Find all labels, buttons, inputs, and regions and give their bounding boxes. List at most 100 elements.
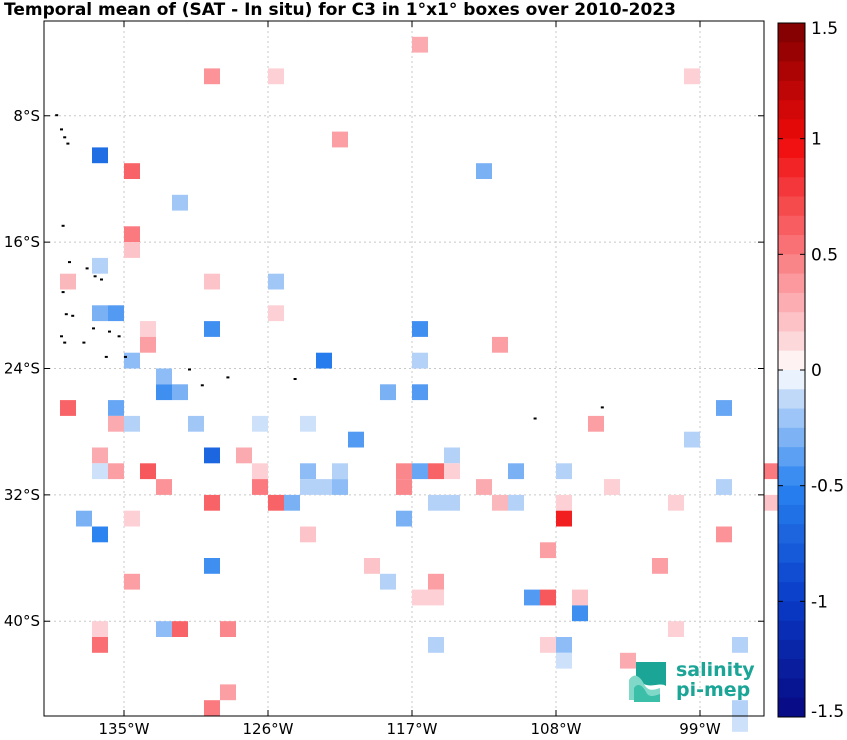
heatmap-cell bbox=[156, 384, 172, 401]
heatmap-cell bbox=[300, 479, 316, 495]
heatmap-cell bbox=[204, 447, 220, 464]
x-tick-label: 117°W bbox=[387, 720, 438, 738]
heatmap-cell bbox=[540, 637, 556, 653]
heatmap-cell bbox=[764, 494, 780, 511]
heatmap-cell bbox=[556, 637, 572, 653]
heatmap-cell bbox=[204, 273, 220, 290]
island-marker bbox=[71, 314, 75, 317]
heatmap-cell bbox=[412, 589, 428, 606]
island-marker bbox=[200, 384, 204, 387]
island-markers bbox=[55, 114, 604, 420]
heatmap-cell bbox=[92, 257, 108, 274]
colorbar-segment bbox=[778, 620, 805, 641]
colorbar-segment bbox=[778, 177, 805, 197]
heatmap-cell bbox=[444, 463, 460, 480]
heatmap-cell bbox=[716, 400, 732, 416]
colorbar-segment bbox=[778, 678, 805, 699]
island-marker bbox=[93, 275, 97, 278]
heatmap-cell bbox=[220, 684, 236, 701]
heatmap-cell bbox=[236, 447, 252, 464]
heatmap-cell bbox=[92, 637, 108, 653]
heatmap-cell bbox=[204, 321, 220, 337]
heatmap-cell bbox=[588, 415, 604, 432]
heatmap-cell bbox=[140, 336, 156, 353]
heatmap-cell bbox=[380, 573, 396, 590]
heatmap-cell bbox=[92, 621, 108, 637]
island-marker bbox=[108, 330, 111, 333]
heatmap-cell bbox=[764, 463, 780, 480]
island-marker bbox=[188, 368, 191, 371]
heatmap-cell bbox=[476, 163, 492, 179]
heatmap-cell bbox=[364, 558, 380, 574]
colorbar-segment bbox=[778, 215, 805, 236]
heatmap-cell bbox=[556, 494, 572, 511]
colorbar-tick-label: -1 bbox=[811, 592, 828, 612]
heatmap-cell bbox=[428, 637, 444, 653]
heatmap-cell bbox=[140, 321, 156, 337]
heatmap-cell bbox=[156, 479, 172, 495]
island-marker bbox=[61, 224, 65, 227]
colorbar-segment bbox=[778, 23, 805, 43]
colorbar-segment bbox=[778, 601, 805, 622]
y-tick-label: 8°S bbox=[13, 107, 40, 125]
heatmap-cell bbox=[316, 479, 332, 495]
colorbar-tick-label: 1.5 bbox=[811, 19, 838, 39]
colorbar-segment bbox=[778, 697, 805, 718]
heatmap-cell bbox=[300, 463, 316, 480]
colorbar-tick-label: 1 bbox=[811, 130, 822, 150]
heatmap-cell bbox=[124, 573, 140, 590]
x-tick-label: 108°W bbox=[531, 720, 582, 738]
heatmap-cell bbox=[492, 494, 508, 511]
colorbar-segment bbox=[778, 504, 805, 525]
colorbar-tick-label: 0.5 bbox=[811, 245, 838, 265]
heatmap-cell bbox=[428, 494, 444, 511]
heatmap-cell bbox=[444, 494, 460, 511]
colorbar-segment bbox=[778, 196, 805, 217]
heatmap-cell bbox=[60, 273, 76, 290]
heatmap-cell bbox=[412, 352, 428, 369]
heatmap-cell bbox=[508, 494, 524, 511]
y-tick-label: 16°S bbox=[4, 233, 40, 251]
colorbar-segment bbox=[778, 254, 805, 275]
heatmap-cell bbox=[556, 510, 572, 527]
heatmap-cell bbox=[732, 716, 748, 732]
island-marker bbox=[533, 417, 537, 420]
heatmap-cell bbox=[396, 510, 412, 527]
island-marker bbox=[293, 378, 297, 380]
chart-title: Temporal mean of (SAT - In situ) for C3 … bbox=[4, 0, 676, 20]
heatmap-cell bbox=[300, 415, 316, 432]
colorbar-segment bbox=[778, 408, 805, 429]
island-marker bbox=[92, 327, 95, 330]
y-tick-label: 32°S bbox=[4, 486, 40, 504]
heatmap-cell bbox=[540, 589, 556, 606]
colorbar: 1.5 1 0.5 0 -0.5 -1 -1.5 bbox=[777, 19, 844, 722]
island-marker bbox=[600, 406, 604, 409]
heatmap-cell bbox=[428, 463, 444, 480]
heatmap-cell bbox=[108, 415, 124, 432]
island-marker bbox=[60, 335, 63, 338]
heatmap-cell bbox=[92, 147, 108, 164]
island-marker bbox=[82, 341, 86, 344]
heatmap-cell bbox=[732, 700, 748, 716]
heatmap-cell bbox=[556, 463, 572, 480]
heatmap-cell bbox=[556, 652, 572, 669]
x-tick-label: 99°W bbox=[679, 720, 721, 738]
heatmap-cell bbox=[428, 573, 444, 590]
heatmap-cell bbox=[172, 384, 188, 401]
heatmap-cell bbox=[540, 542, 556, 559]
colorbar-segment bbox=[778, 235, 805, 255]
heatmap-cell bbox=[348, 431, 364, 448]
heatmap-cell bbox=[332, 479, 348, 495]
x-tick-label: 135°W bbox=[99, 720, 150, 738]
wave-logo-icon bbox=[629, 662, 666, 702]
heatmap-cell bbox=[684, 68, 700, 85]
heatmap-cell bbox=[412, 384, 428, 401]
island-marker bbox=[85, 267, 89, 270]
salinity-pi-mep-logo: salinity pi-mep bbox=[626, 658, 766, 704]
heatmap-cell bbox=[204, 68, 220, 85]
heatmap-cell bbox=[124, 415, 140, 432]
heatmap-cell bbox=[668, 494, 684, 511]
colorbar-segment bbox=[778, 582, 805, 602]
heatmap-cell bbox=[316, 352, 332, 369]
